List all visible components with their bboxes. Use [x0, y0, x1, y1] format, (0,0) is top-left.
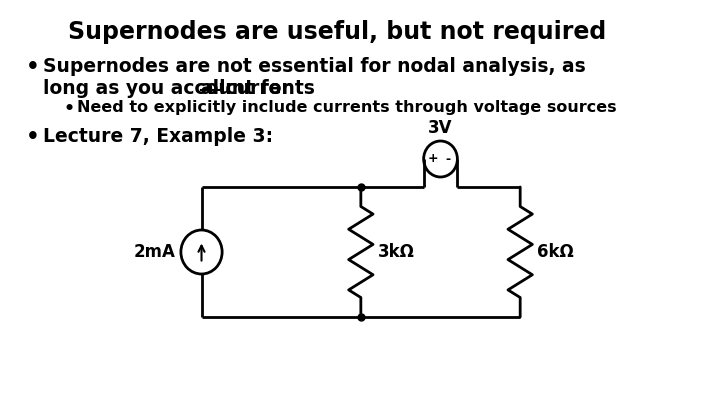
Text: 3kΩ: 3kΩ — [378, 243, 415, 261]
Text: •: • — [26, 57, 40, 77]
Text: Supernodes are useful, but not required: Supernodes are useful, but not required — [68, 20, 606, 44]
Text: all: all — [201, 79, 226, 98]
Text: +: + — [428, 153, 438, 166]
Text: 3V: 3V — [428, 119, 453, 137]
Text: Need to explicitly include currents through voltage sources: Need to explicitly include currents thro… — [77, 100, 616, 115]
Text: Lecture 7, Example 3:: Lecture 7, Example 3: — [43, 127, 273, 146]
Text: long as you account for: long as you account for — [43, 79, 297, 98]
Text: Supernodes are not essential for nodal analysis, as: Supernodes are not essential for nodal a… — [43, 57, 586, 76]
Text: 2mA: 2mA — [133, 243, 175, 261]
Text: •: • — [26, 127, 40, 147]
Text: •: • — [64, 100, 75, 118]
Text: 6kΩ: 6kΩ — [537, 243, 574, 261]
Text: currents: currents — [220, 79, 315, 98]
Text: -: - — [445, 153, 450, 166]
